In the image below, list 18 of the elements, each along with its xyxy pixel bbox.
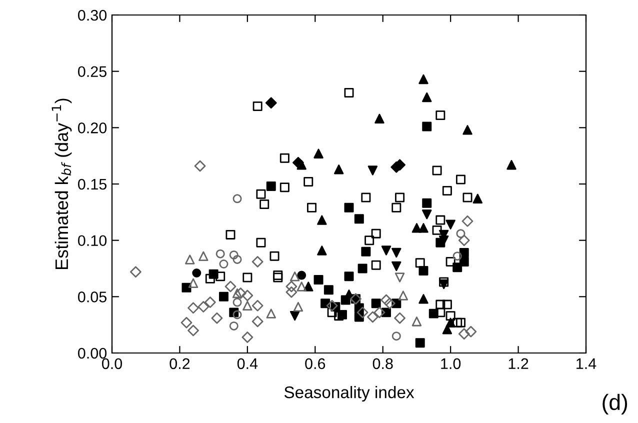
y-axis-title: Estimated k$_{bf}$ (day$^{−1}$) — [52, 98, 72, 270]
y-tick-label: 0.25 — [78, 66, 106, 78]
y-tick-label: 0.05 — [78, 292, 106, 302]
x-tick-label: 0.4 — [237, 358, 258, 370]
x-tick-label: 1.4 — [576, 358, 596, 369]
y-tick-label: 0.00 — [78, 348, 107, 359]
x-tick-label: 0.8 — [372, 358, 393, 370]
y-tick-label: 0.30 — [78, 10, 107, 21]
y-tick-label: 0.20 — [78, 122, 107, 134]
x-tick-label: 1.0 — [441, 358, 461, 370]
x-tick-label: 0.6 — [305, 358, 326, 370]
x-tick-label: 1.2 — [508, 358, 528, 369]
y-tick-label: 0.10 — [78, 235, 107, 246]
text: (d) — [602, 394, 628, 415]
x-tick-label: 0.2 — [170, 358, 190, 370]
x-tick-label: 0.0 — [102, 358, 122, 370]
y-tick-label: 0.15 — [78, 178, 106, 190]
x-axis-title: Seasonality index — [284, 386, 414, 402]
